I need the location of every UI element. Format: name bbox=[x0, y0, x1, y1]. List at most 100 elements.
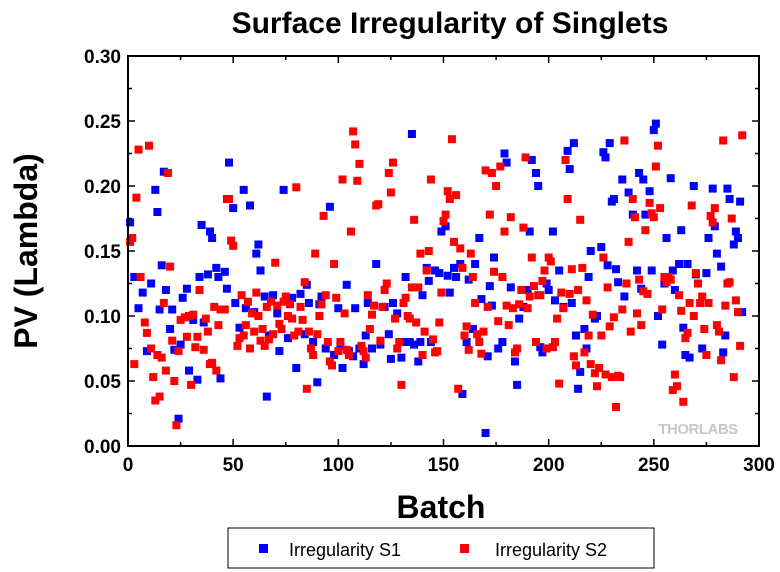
s2-point-205 bbox=[567, 265, 576, 274]
legend-label-s2: Irregularity S2 bbox=[495, 540, 607, 560]
s2-point-47 bbox=[235, 334, 244, 343]
s2-point-122 bbox=[393, 344, 402, 353]
thorlabs-watermark: THORLABS bbox=[658, 421, 738, 438]
s2-point-6 bbox=[140, 318, 149, 327]
s2-point-19 bbox=[168, 336, 177, 345]
s1-point-168 bbox=[639, 175, 648, 184]
s2-point-179 bbox=[513, 344, 522, 353]
s1-point-199 bbox=[723, 184, 732, 193]
s2-point-255 bbox=[673, 382, 681, 391]
s2-point-273 bbox=[710, 204, 719, 213]
s1-point-172 bbox=[649, 126, 658, 135]
s2-point-57 bbox=[256, 336, 265, 345]
s1-point-1 bbox=[130, 273, 139, 281]
s1-point-36 bbox=[235, 323, 244, 332]
s2-point-92 bbox=[330, 260, 339, 268]
s2-point-199 bbox=[555, 379, 564, 388]
s2-point-232 bbox=[624, 237, 633, 246]
s2-point-10 bbox=[149, 373, 158, 382]
s1-point-62 bbox=[321, 344, 330, 353]
s2-point-27 bbox=[187, 380, 196, 389]
s1-point-152 bbox=[597, 243, 606, 252]
s2-point-8 bbox=[145, 141, 153, 150]
s1-point-34 bbox=[229, 204, 238, 213]
s2-point-62 bbox=[267, 297, 275, 306]
s2-point-96 bbox=[338, 175, 347, 184]
s1-point-114 bbox=[485, 282, 494, 291]
s1-point-23 bbox=[197, 221, 206, 229]
s1-point-83 bbox=[393, 309, 402, 318]
s2-point-147 bbox=[445, 195, 454, 203]
s2-point-277 bbox=[719, 136, 728, 145]
s1-point-82 bbox=[389, 299, 397, 307]
s2-point-16 bbox=[161, 366, 170, 375]
s1-point-131 bbox=[536, 343, 545, 352]
s1-point-125 bbox=[519, 302, 528, 311]
s1-point-75 bbox=[363, 299, 372, 307]
axis-ticks: 0 50 100 150 200 250 300 0.00 0.05 0.10 0.15 0.20 0.… bbox=[84, 47, 775, 476]
s1-point-103 bbox=[452, 273, 461, 281]
s1-point-142 bbox=[569, 139, 578, 148]
s2-point-111 bbox=[370, 301, 379, 310]
s2-point-93 bbox=[332, 293, 341, 302]
x-tick-label-0: 0 bbox=[123, 455, 134, 476]
s1-point-21 bbox=[193, 375, 202, 384]
s2-point-89 bbox=[323, 338, 332, 346]
y-axis-title: PV (Lambda) bbox=[8, 153, 44, 349]
s2-point-97 bbox=[340, 309, 349, 318]
s2-point-233 bbox=[626, 327, 635, 336]
s2-point-204 bbox=[565, 289, 574, 298]
s1-point-54 bbox=[296, 289, 305, 298]
s2-point-258 bbox=[679, 397, 688, 406]
s1-point-35 bbox=[231, 299, 240, 307]
s2-point-129 bbox=[407, 283, 416, 292]
legend-swatch-s1 bbox=[259, 544, 268, 553]
legend-swatch-s2 bbox=[460, 544, 469, 553]
s1-point-191 bbox=[702, 269, 711, 278]
s2-point-101 bbox=[349, 127, 358, 136]
s1-point-160 bbox=[614, 278, 623, 287]
s2-point-166 bbox=[485, 210, 494, 219]
y-tick-label-4: 0.20 bbox=[84, 177, 121, 198]
s2-point-174 bbox=[502, 301, 511, 310]
s1-point-205 bbox=[738, 308, 747, 317]
s2-point-86 bbox=[317, 300, 326, 309]
s1-point-140 bbox=[565, 165, 574, 174]
s2-point-142 bbox=[435, 318, 444, 327]
s2-point-14 bbox=[157, 353, 166, 362]
s1-point-8 bbox=[155, 305, 164, 314]
y-tick-label-3: 0.15 bbox=[84, 242, 121, 263]
s1-point-26 bbox=[206, 227, 214, 236]
s1-point-122 bbox=[511, 357, 519, 366]
s1-point-166 bbox=[635, 169, 644, 177]
s1-point-196 bbox=[717, 262, 726, 271]
s1-point-71 bbox=[351, 304, 360, 313]
s2-point-25 bbox=[182, 332, 191, 341]
s1-point-47 bbox=[269, 291, 278, 300]
x-tick-label-4: 200 bbox=[533, 455, 565, 476]
s2-point-228 bbox=[616, 373, 625, 382]
s2-point-238 bbox=[637, 321, 646, 330]
s2-point-163 bbox=[479, 327, 488, 336]
s2-point-23 bbox=[176, 315, 185, 324]
s2-point-181 bbox=[517, 286, 526, 294]
s2-point-102 bbox=[351, 140, 360, 149]
s2-point-38 bbox=[212, 366, 221, 375]
s1-point-49 bbox=[275, 347, 284, 356]
s2-point-29 bbox=[191, 343, 200, 352]
s1-point-45 bbox=[262, 392, 271, 401]
s1-point-158 bbox=[609, 195, 618, 203]
s2-point-139 bbox=[429, 335, 437, 344]
s2-point-226 bbox=[612, 403, 620, 411]
s1-point-14 bbox=[170, 345, 179, 354]
s1-point-50 bbox=[279, 185, 288, 194]
s2-point-24 bbox=[180, 313, 189, 322]
s1-point-155 bbox=[603, 261, 612, 270]
s2-point-135 bbox=[420, 327, 429, 336]
s2-point-137 bbox=[424, 247, 433, 255]
s1-point-179 bbox=[668, 266, 677, 275]
s2-point-120 bbox=[389, 158, 397, 167]
s2-point-72 bbox=[288, 314, 297, 323]
s2-point-69 bbox=[281, 292, 290, 301]
s2-point-104 bbox=[355, 159, 364, 168]
